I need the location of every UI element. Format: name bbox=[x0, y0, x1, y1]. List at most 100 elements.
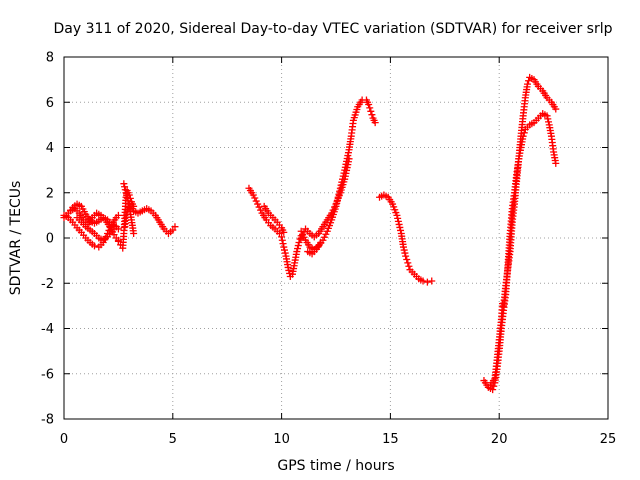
data-point bbox=[299, 231, 307, 239]
data-point bbox=[278, 236, 286, 244]
data-point bbox=[404, 259, 412, 267]
data-point bbox=[278, 233, 286, 241]
x-tick-label: 25 bbox=[600, 432, 617, 447]
data-point bbox=[281, 246, 289, 254]
y-tick-label: 6 bbox=[46, 96, 54, 111]
data-point bbox=[423, 278, 431, 286]
data-point bbox=[331, 203, 339, 211]
data-point bbox=[396, 223, 404, 231]
x-tick-label: 0 bbox=[60, 432, 68, 447]
series-arc-2a bbox=[245, 184, 305, 280]
series-arc-1g bbox=[120, 180, 138, 237]
data-point bbox=[293, 248, 301, 256]
data-point bbox=[552, 159, 560, 167]
chart-title: Day 311 of 2020, Sidereal Day-to-day VTE… bbox=[53, 21, 612, 37]
data-point bbox=[297, 234, 305, 242]
data-point bbox=[371, 119, 379, 127]
data-point bbox=[114, 211, 122, 219]
data-point bbox=[428, 277, 436, 285]
y-axis-label: SDTVAR / TECUs bbox=[8, 181, 24, 296]
series-arc-4c bbox=[486, 300, 506, 389]
x-tick-labels: 0 5 10 15 20 25 bbox=[60, 432, 616, 447]
data-point bbox=[322, 230, 330, 238]
data-point bbox=[294, 242, 302, 250]
data-point bbox=[317, 239, 325, 247]
series-arc-1d bbox=[73, 214, 120, 244]
data-point bbox=[365, 101, 373, 109]
data-point bbox=[368, 111, 376, 119]
data-point bbox=[397, 226, 405, 234]
data-point bbox=[249, 191, 257, 199]
data-point bbox=[394, 217, 402, 225]
data-point bbox=[257, 206, 265, 214]
data-point bbox=[255, 203, 263, 211]
data-point bbox=[402, 252, 410, 260]
data-point bbox=[300, 228, 308, 236]
data-point bbox=[419, 277, 427, 285]
x-tick-label: 10 bbox=[273, 432, 290, 447]
series-arc-3 bbox=[376, 191, 436, 286]
data-point bbox=[400, 246, 408, 254]
y-tick-label: -8 bbox=[41, 413, 54, 428]
data-point bbox=[498, 300, 506, 308]
data-point bbox=[284, 263, 292, 271]
data-point bbox=[281, 249, 289, 257]
data-point bbox=[280, 228, 288, 236]
y-tick-label: -4 bbox=[41, 322, 54, 337]
data-point bbox=[112, 223, 120, 231]
x-tick-label: 5 bbox=[169, 432, 177, 447]
data-point bbox=[320, 233, 328, 241]
grid bbox=[64, 57, 608, 419]
data-point bbox=[545, 118, 553, 126]
data-point bbox=[552, 105, 560, 113]
data-point bbox=[171, 223, 179, 231]
x-tick-label: 15 bbox=[382, 432, 399, 447]
data-point bbox=[401, 249, 409, 257]
y-tick-label: -6 bbox=[41, 367, 54, 382]
data-point bbox=[254, 200, 262, 208]
data-point bbox=[403, 255, 411, 263]
data-point bbox=[285, 266, 293, 274]
data-point bbox=[394, 214, 402, 222]
data-point bbox=[366, 104, 374, 112]
series-arc-2e bbox=[304, 239, 325, 258]
data-point bbox=[489, 386, 497, 394]
data-point bbox=[251, 194, 259, 202]
y-tick-labels: -8 -6 -4 -2 0 2 4 6 8 bbox=[41, 51, 54, 428]
x-axis-label: GPS time / hours bbox=[277, 458, 394, 474]
series-arc-2d bbox=[297, 155, 353, 242]
data-point bbox=[252, 197, 260, 205]
y-tick-label: -2 bbox=[41, 277, 54, 292]
data-point bbox=[395, 220, 403, 228]
data-point bbox=[90, 242, 98, 250]
data-point bbox=[279, 240, 287, 248]
data-point bbox=[295, 239, 303, 247]
series-arc-2c bbox=[297, 96, 379, 253]
data-point bbox=[328, 209, 336, 217]
data-point bbox=[399, 243, 407, 251]
y-tick-label: 0 bbox=[46, 232, 54, 247]
y-tick-label: 2 bbox=[46, 186, 54, 201]
data-point bbox=[120, 180, 128, 188]
data-point bbox=[130, 229, 138, 237]
data-point bbox=[280, 243, 288, 251]
x-tick-label: 20 bbox=[491, 432, 508, 447]
data-point bbox=[367, 107, 375, 115]
data-marks bbox=[60, 73, 560, 394]
axis-ticks bbox=[63, 56, 609, 420]
y-tick-label: 4 bbox=[46, 141, 54, 156]
data-point bbox=[393, 211, 401, 219]
data-point bbox=[296, 235, 304, 243]
series-arc-4b bbox=[500, 73, 560, 310]
y-tick-label: 8 bbox=[46, 51, 54, 66]
data-point bbox=[345, 155, 353, 163]
data-point bbox=[329, 206, 337, 214]
data-point bbox=[405, 262, 413, 270]
data-point bbox=[544, 115, 552, 123]
data-point bbox=[294, 245, 302, 253]
data-point bbox=[121, 186, 129, 194]
data-point bbox=[523, 80, 531, 88]
series-arc-2b bbox=[260, 202, 288, 236]
data-point bbox=[543, 112, 551, 120]
